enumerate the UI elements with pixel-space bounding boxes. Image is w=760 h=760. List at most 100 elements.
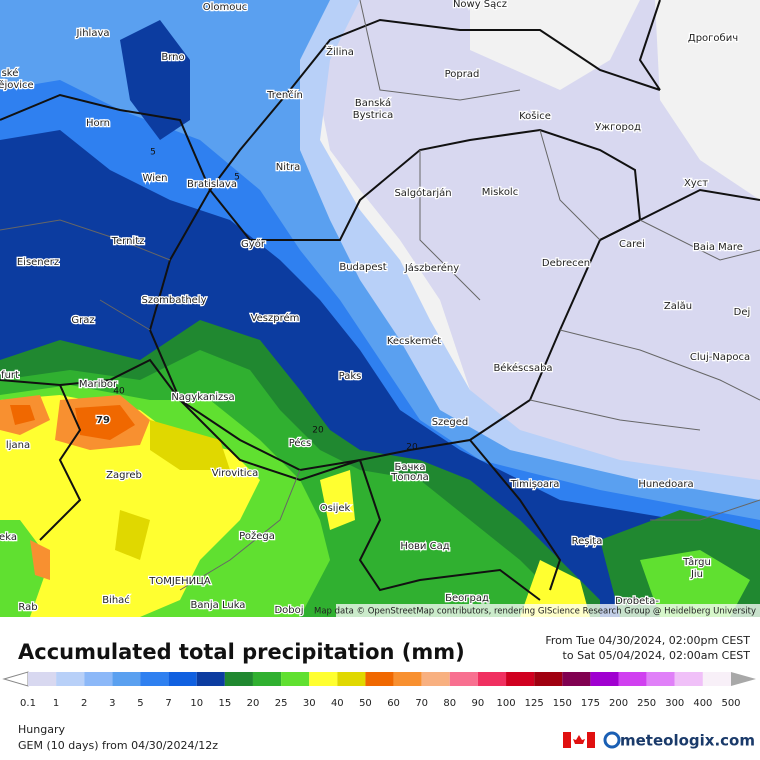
city-label: Szombathely — [141, 295, 206, 306]
city-label: Wien — [143, 173, 168, 184]
legend-tick-label: 0.1 — [20, 698, 36, 709]
city-label: furt — [1, 370, 19, 381]
city-label: Cluj-Napoca — [690, 352, 750, 363]
city-label: eka — [0, 532, 17, 543]
legend-arrow-high — [731, 672, 756, 686]
city-label: Hunedoara — [638, 479, 693, 490]
legend-bin — [168, 672, 197, 686]
city-label: Ternitz — [111, 236, 145, 247]
contour-label: 20 — [406, 443, 418, 453]
city-label: Хуст — [684, 178, 708, 189]
legend-bin — [674, 672, 703, 686]
city-label: Debrecen — [542, 258, 590, 269]
legend-arrow-low — [2, 671, 29, 687]
legend-tick-label: 30 — [303, 698, 316, 709]
city-label: Miskolc — [482, 187, 518, 198]
city-label: Maribor — [79, 379, 118, 390]
city-label: Jihlava — [75, 28, 109, 39]
city-label: Doboj — [274, 605, 303, 616]
legend-tick-label: 100 — [496, 698, 515, 709]
city-label: Poprad — [445, 69, 480, 80]
city-label: Paks — [339, 371, 362, 382]
legend-panel: Accumulated total precipitation (mm) Fro… — [2, 634, 756, 752]
max-value: 79 — [96, 415, 110, 426]
legend-bin — [449, 672, 478, 686]
brand: meteologix.com — [620, 732, 755, 750]
flag — [563, 732, 595, 748]
legend-tick-label: 40 — [331, 698, 344, 709]
legend-tick-label: 500 — [721, 698, 740, 709]
city-label: Eisenerz — [17, 257, 59, 268]
legend-bin — [365, 672, 394, 686]
legend-tick-label: 25 — [275, 698, 288, 709]
attribution: Map data © OpenStreetMap contributors, r… — [314, 607, 756, 617]
legend-tick-label: 250 — [637, 698, 656, 709]
legend-tick-label: 90 — [472, 698, 485, 709]
period-from: From Tue 04/30/2024, 02:00pm CEST — [545, 634, 750, 647]
legend-bin — [28, 672, 57, 686]
city-label: Rab — [18, 602, 37, 613]
legend-tick-label: 60 — [387, 698, 400, 709]
city-label: Banská — [355, 97, 391, 109]
city-label: Veszprém — [251, 312, 300, 324]
legend-bin — [281, 672, 310, 686]
contour-label: 5 — [150, 148, 156, 158]
legend-tick-label: 300 — [665, 698, 684, 709]
legend-bin — [56, 672, 85, 686]
legend-tick-label: 3 — [109, 698, 115, 709]
city-label: Žilina — [326, 45, 354, 58]
city-label: Nowy Sącz — [453, 0, 507, 10]
city-label: Graz — [71, 315, 94, 326]
city-label: Olomouc — [203, 2, 247, 13]
contour-label: 40 — [113, 387, 125, 397]
logo — [603, 731, 621, 749]
legend-tick-label: 80 — [443, 698, 456, 709]
city-label: Carei — [619, 239, 645, 250]
city-label: Ужгород — [595, 122, 641, 133]
legend-tick-label: 7 — [165, 698, 171, 709]
legend-tick-label: 70 — [415, 698, 428, 709]
legend-bin — [421, 672, 450, 686]
legend-tick-label: 10 — [190, 698, 203, 709]
legend-tick-label: 15 — [218, 698, 231, 709]
city-label: Дрогобич — [688, 33, 738, 44]
city-label: Zalău — [664, 301, 692, 312]
legend-bin — [224, 672, 253, 686]
city-label: Banja Luka — [191, 600, 246, 611]
legend-bin — [646, 672, 675, 686]
city-label: Brno — [161, 52, 184, 63]
city-label: Požega — [239, 530, 275, 542]
city-label: Szeged — [432, 417, 469, 428]
model: GEM (10 days) from 04/30/2024/12z — [18, 739, 218, 752]
city-label: ějovice — [0, 79, 34, 91]
city-label: Bihać — [102, 594, 130, 606]
city-label: Osijek — [320, 503, 351, 514]
legend-tick-label: 200 — [609, 698, 628, 709]
city-label: Târgu — [682, 556, 711, 568]
legend-bin — [590, 672, 619, 686]
city-label: Budapest — [339, 262, 386, 273]
legend-tick-label: 400 — [693, 698, 712, 709]
legend-tick-label: 1 — [53, 698, 59, 709]
city-label: Bratislava — [187, 179, 237, 190]
city-label: Kecskemét — [387, 335, 441, 347]
city-label: Nagykanizsa — [171, 392, 234, 403]
legend-bin — [393, 672, 422, 686]
city-label: Virovitica — [212, 468, 258, 479]
legend-bin — [337, 672, 366, 686]
legend-bin — [562, 672, 591, 686]
legend-title: Accumulated total precipitation (mm) — [18, 640, 465, 664]
city-label: Dej — [734, 307, 751, 318]
city-label: ské — [2, 67, 19, 79]
legend-tick-label: 5 — [137, 698, 143, 709]
city-label: Timișoara — [510, 479, 560, 490]
city-label: Reșița — [572, 536, 603, 547]
legend-bin — [702, 672, 731, 686]
legend-bin — [618, 672, 647, 686]
legend-bin — [477, 672, 507, 686]
city-label: Győr — [241, 238, 266, 250]
legend-bin — [112, 672, 141, 686]
legend-tick-label: 50 — [359, 698, 372, 709]
contour-label: 20 — [312, 426, 324, 436]
